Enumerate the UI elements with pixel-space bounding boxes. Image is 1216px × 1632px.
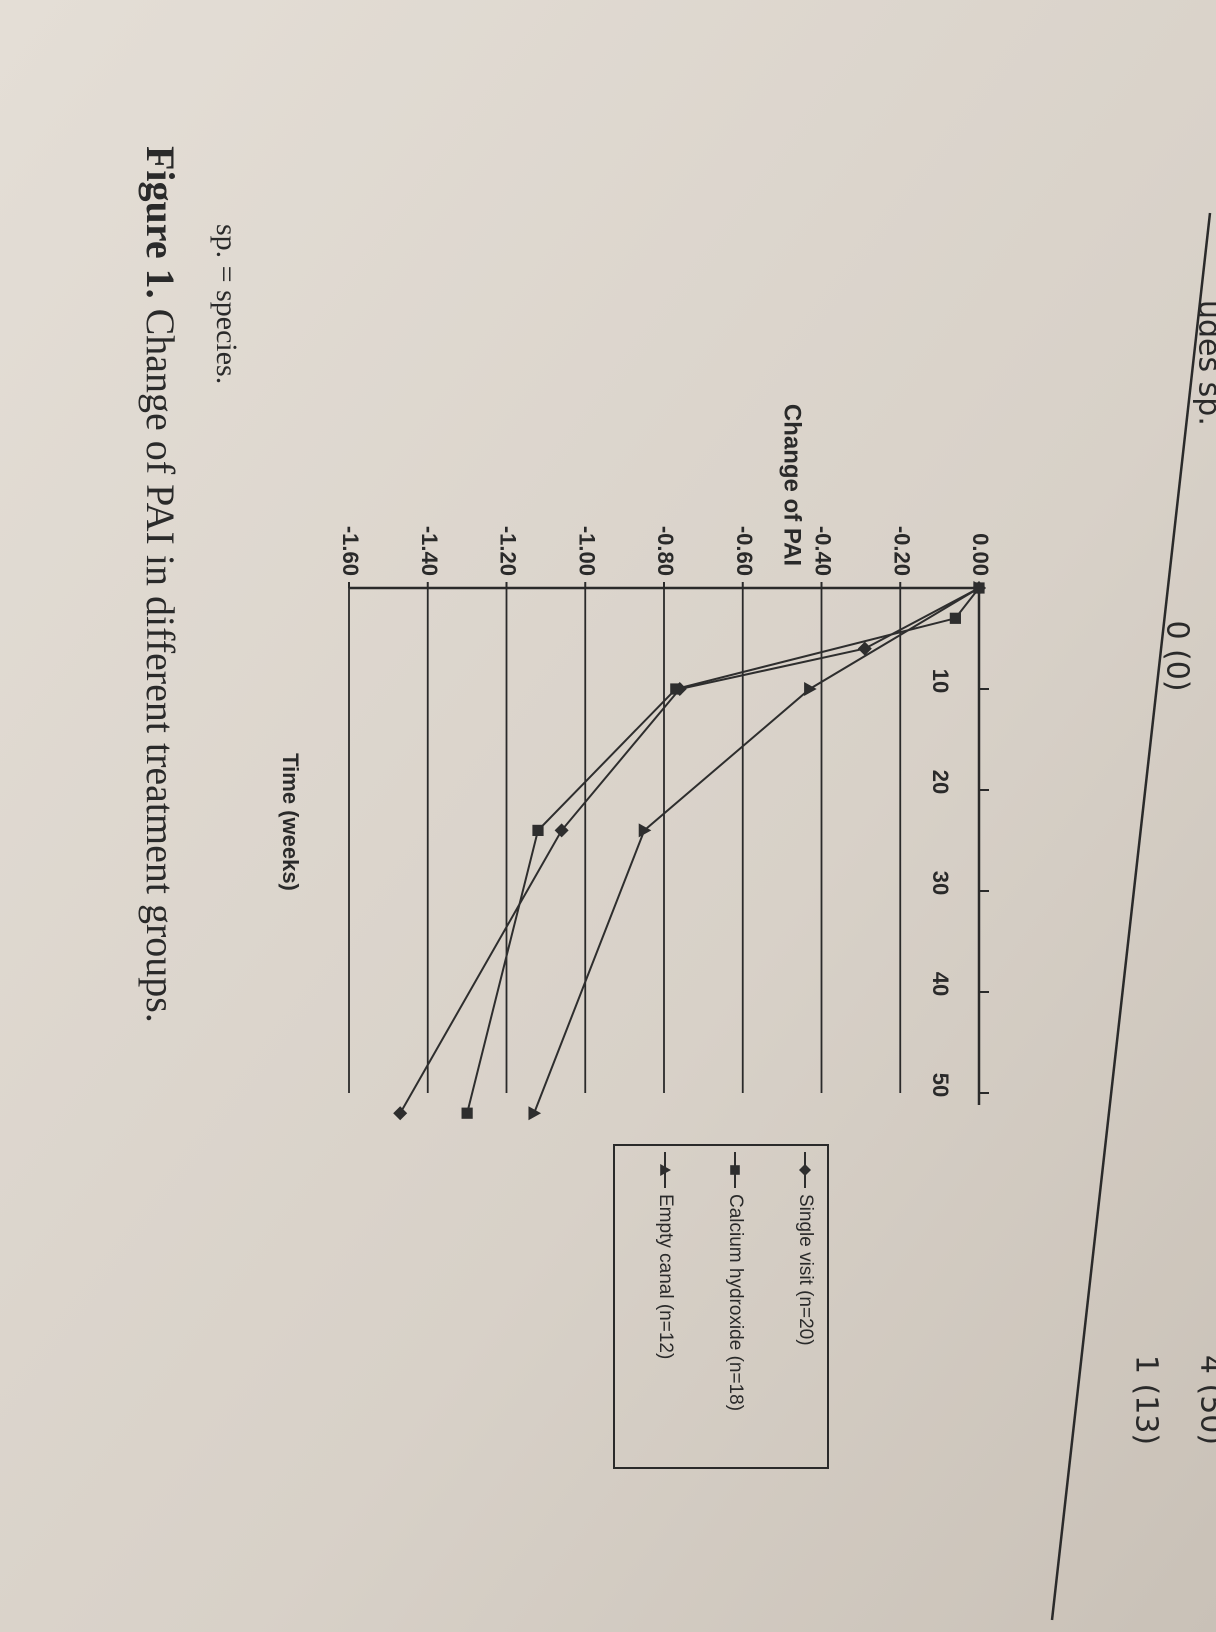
legend-marker — [660, 1164, 671, 1176]
marker — [528, 1106, 542, 1121]
x-tick-label: 50 — [928, 1073, 953, 1097]
marker — [949, 612, 961, 624]
caption-label: Figure 1. — [138, 146, 183, 299]
marker — [973, 581, 986, 595]
footnote: sp. = species. — [210, 224, 243, 384]
y-tick-label: -1.00 — [574, 526, 599, 576]
table-rule — [1050, 212, 1212, 1621]
table-text: udes sp. — [1192, 300, 1216, 426]
x-tick-label: 20 — [928, 770, 953, 794]
marker — [532, 824, 544, 836]
legend-label: Empty canal (n=12) — [655, 1194, 676, 1359]
marker — [461, 1107, 473, 1119]
marker — [857, 641, 872, 656]
y-tick-label: -0.40 — [811, 526, 836, 576]
y-tick-label: -1.60 — [338, 526, 363, 576]
y-tick-label: -0.80 — [653, 526, 678, 576]
series-line — [533, 587, 980, 1114]
y-axis-title: Change of PAI — [779, 404, 806, 566]
marker — [393, 1106, 408, 1121]
rotated-page: udes sp. 0 (0) 4 (50) 1 (13) sp. = speci… — [138, 146, 1216, 1621]
y-tick-label: -1.20 — [496, 526, 521, 576]
y-tick-label: -0.60 — [732, 526, 757, 576]
y-tick-label: 0.00 — [968, 533, 993, 576]
legend-marker — [730, 1165, 740, 1175]
legend-label: Calcium hydroxide (n=18) — [725, 1194, 746, 1411]
legend-box — [613, 1144, 829, 1469]
table-cell: 0 (0) — [1160, 620, 1195, 691]
x-axis-title: Time (weeks) — [278, 753, 303, 891]
table-cell: 1 (13) — [1129, 1355, 1164, 1445]
x-tick-label: 10 — [928, 669, 953, 693]
legend-marker — [799, 1164, 811, 1176]
caption: Figure 1. Change of PAI in different trea… — [138, 146, 183, 1023]
y-tick-label: -0.20 — [889, 526, 914, 576]
y-tick-label: -1.40 — [417, 526, 442, 576]
marker — [670, 683, 682, 695]
x-tick-label: 30 — [928, 871, 953, 895]
table-cell: 4 (50) — [1194, 1355, 1216, 1445]
marker — [804, 682, 817, 696]
marker — [638, 823, 652, 838]
legend-label: Single visit (n=20) — [795, 1194, 816, 1346]
caption-text: Change of PAI in different treatment gro… — [138, 309, 183, 1023]
x-tick-label: 40 — [928, 972, 953, 996]
marker — [554, 823, 569, 838]
